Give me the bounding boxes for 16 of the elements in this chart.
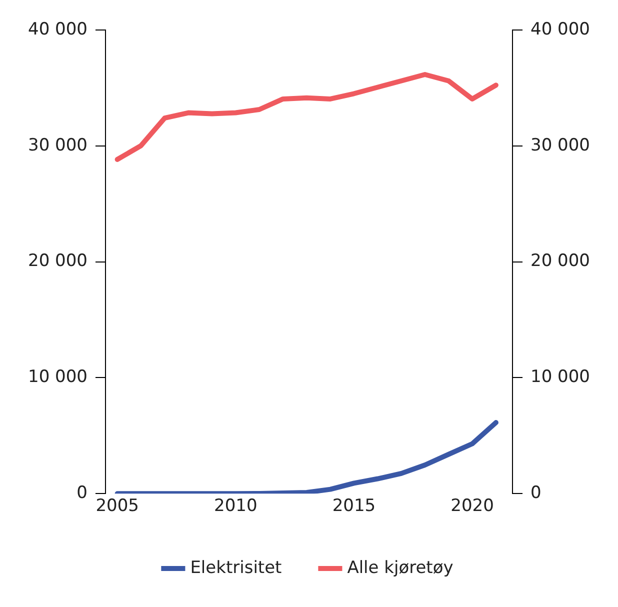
y2-tick-label: 20 000 — [530, 251, 590, 272]
y2-tick-label: 30 000 — [530, 135, 590, 156]
y-tick-label: 20 000 — [28, 251, 88, 272]
x-tick-label: 2010 — [214, 496, 258, 516]
x-tick-label: 2015 — [332, 496, 376, 516]
x-tick-label: 2005 — [96, 496, 139, 516]
legend-label: Alle kjøretøy — [347, 558, 454, 578]
y2-tick-label: 40 000 — [530, 19, 590, 40]
x-tick-label: 2020 — [450, 496, 494, 516]
y-tick-label: 0 — [76, 483, 88, 504]
y-tick-label: 40 000 — [28, 19, 88, 40]
y2-tick-label: 10 000 — [530, 367, 590, 388]
legend-label: Elektrisitet — [190, 558, 282, 578]
y-tick-label: 10 000 — [28, 367, 88, 388]
y-tick-label: 30 000 — [28, 135, 88, 156]
y2-tick-label: 0 — [530, 483, 542, 504]
